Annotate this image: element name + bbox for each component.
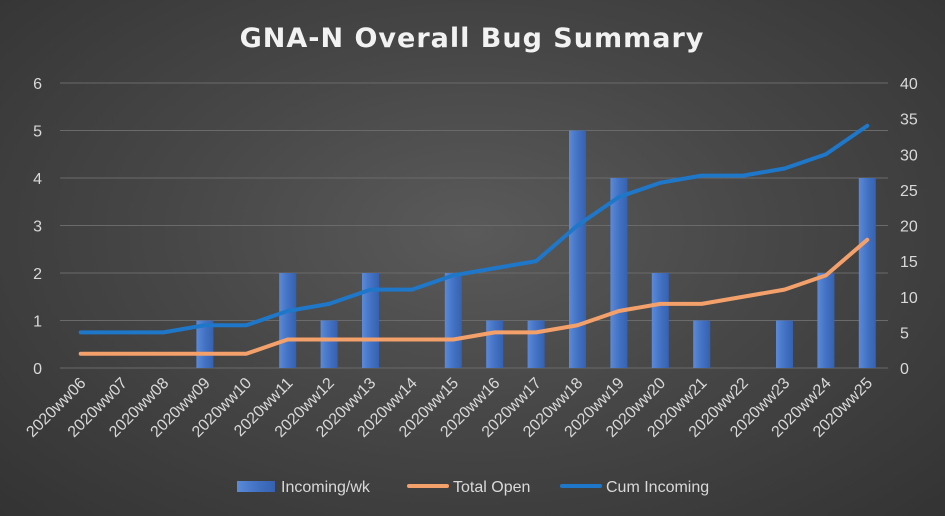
y-left-tick-label: 1	[33, 314, 42, 331]
legend-item-cum-incoming: Cum Incoming	[560, 479, 709, 496]
bar-incoming-2020ww18	[569, 130, 586, 368]
y-right-tick-label: 15	[900, 254, 918, 271]
y-left-tick-label: 6	[33, 76, 42, 93]
y-left-tick-label: 4	[33, 171, 42, 188]
bar-incoming-2020ww20	[651, 273, 669, 368]
bar-incoming-2020ww21	[693, 320, 711, 368]
bar-incoming-2020ww11	[279, 273, 297, 368]
y-right-tick-label: 0	[900, 361, 909, 378]
legend-label: Total Open	[453, 479, 530, 496]
bar-incoming-2020ww16	[486, 320, 504, 368]
bar-incoming-2020ww24	[817, 273, 835, 368]
y-right-tick-label: 5	[900, 325, 909, 342]
chart-title: GNA-N Overall Bug Summary	[240, 23, 705, 54]
line-series-total-open	[78, 237, 870, 356]
y-right-tick-label: 25	[900, 183, 918, 200]
y-right-tick-label: 40	[900, 76, 918, 93]
bar-layer	[196, 130, 876, 368]
line-series-cum-incoming	[78, 123, 870, 335]
y-right-tick-label: 35	[900, 112, 918, 129]
chart-legend: Incoming/wk Total Open Cum Incoming	[237, 479, 709, 496]
bar-incoming-2020ww15	[444, 273, 462, 368]
y-left-tick-label: 2	[33, 266, 42, 283]
y-right-tick-label: 30	[900, 147, 918, 164]
legend-label: Incoming/wk	[281, 479, 371, 496]
legend-label: Cum Incoming	[606, 479, 709, 496]
legend-item-total-open: Total Open	[407, 479, 530, 496]
legend-swatch	[237, 481, 275, 492]
bar-incoming-2020ww13	[362, 273, 379, 368]
line-layer	[78, 123, 870, 356]
bar-incoming-2020ww17	[527, 320, 545, 368]
legend-item-incoming-wk: Incoming/wk	[237, 479, 371, 496]
bar-incoming-2020ww19	[610, 178, 628, 368]
y-left-tick-label: 5	[33, 124, 42, 141]
bar-incoming-2020ww23	[776, 320, 793, 368]
y-right-tick-label: 10	[900, 290, 918, 307]
bar-incoming-2020ww12	[320, 320, 338, 368]
y-left-tick-label: 3	[33, 219, 42, 236]
bar-incoming-2020ww25	[858, 178, 876, 368]
y-right-tick-label: 20	[900, 219, 918, 236]
bar-incoming-2020ww09	[196, 320, 214, 368]
y-left-tick-label: 0	[33, 361, 42, 378]
grid-layer	[60, 82, 888, 369]
